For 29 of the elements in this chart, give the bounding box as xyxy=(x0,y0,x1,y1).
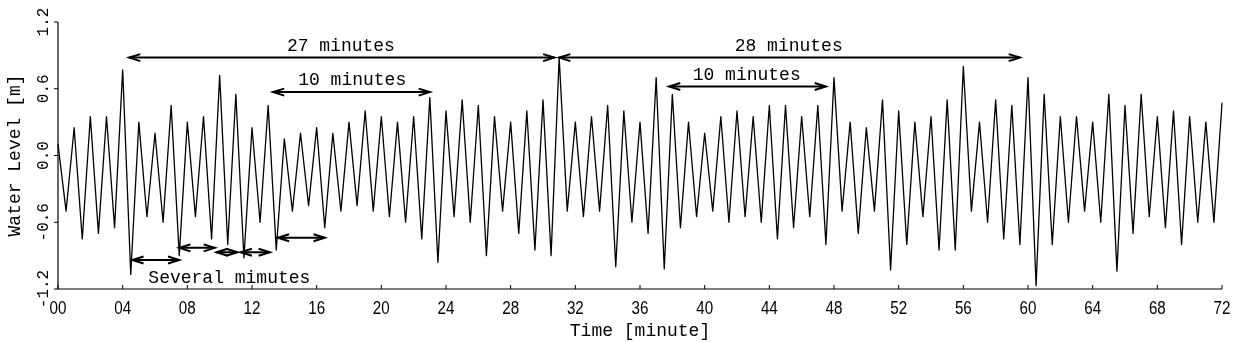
x-tick-label: 20 xyxy=(372,296,390,319)
x-tick-label: 08 xyxy=(178,296,196,319)
y-tick-label: -0.6 xyxy=(35,203,53,242)
x-tick-label: 16 xyxy=(308,296,326,319)
x-tick-label: 56 xyxy=(954,296,972,319)
x-tick-label: 24 xyxy=(437,296,455,319)
x-tick-label: 52 xyxy=(890,296,908,319)
x-tick-label: 04 xyxy=(114,296,132,319)
y-axis-title: Water Level [m] xyxy=(5,74,25,237)
annotation: 10 minutes xyxy=(298,70,407,91)
x-tick-label: 64 xyxy=(1084,296,1102,319)
x-tick-label: 68 xyxy=(1148,296,1166,319)
x-tick-label: 72 xyxy=(1213,296,1231,319)
annotation: Several mimutes xyxy=(148,267,311,288)
y-tick-label: 0.0 xyxy=(35,141,53,170)
x-tick-label: 12 xyxy=(243,296,261,319)
x-tick-label: 60 xyxy=(1019,296,1037,319)
annotation: 10 minutes xyxy=(692,64,801,85)
x-tick-label: 40 xyxy=(696,296,714,319)
x-tick-label: 32 xyxy=(566,296,584,319)
annotation: 28 minutes xyxy=(734,35,843,56)
x-tick-label: 48 xyxy=(825,296,843,319)
annotation: 27 minutes xyxy=(286,35,395,56)
x-tick-label: 28 xyxy=(502,296,520,319)
x-axis-title: Time [minute] xyxy=(569,321,711,341)
x-tick-label: 44 xyxy=(760,296,779,319)
y-tick-label: 1.2 xyxy=(35,7,53,37)
x-tick-label: 36 xyxy=(631,296,649,319)
y-tick-label: 0.6 xyxy=(35,74,53,104)
